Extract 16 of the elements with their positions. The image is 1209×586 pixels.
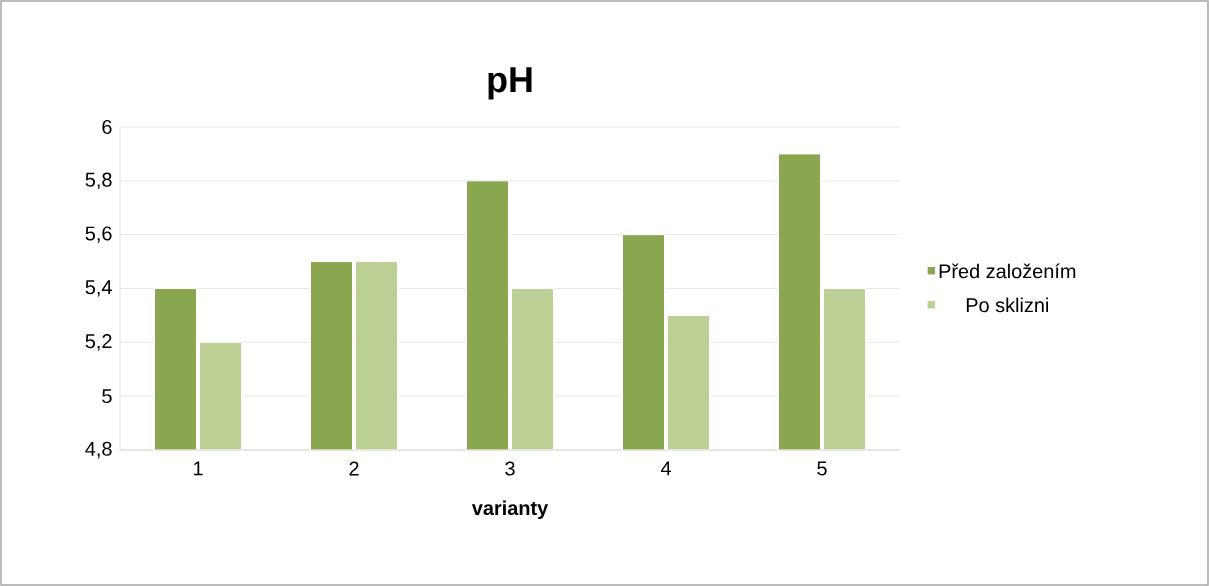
y-tick-label: 4,8 bbox=[85, 441, 112, 459]
x-axis-title: varianty bbox=[471, 500, 549, 520]
x-tick-label: 1 bbox=[193, 461, 203, 476]
x-tick-label: 3 bbox=[505, 461, 515, 476]
y-tick-label: 5 bbox=[102, 389, 112, 404]
x-tick-label: 5 bbox=[817, 461, 827, 476]
y-tick-label: 5,4 bbox=[85, 280, 112, 297]
y-tick-label: 6 bbox=[102, 119, 112, 135]
x-tick-label: 2 bbox=[349, 461, 359, 476]
y-tick-label: 5,2 bbox=[85, 334, 112, 351]
legend-label: Před založením bbox=[939, 263, 1076, 279]
x-tick-label: 4 bbox=[660, 461, 671, 476]
y-tick-label: 5,8 bbox=[85, 172, 112, 190]
legend-label: Po sklizni bbox=[966, 297, 1049, 313]
chart-title: pH bbox=[488, 67, 532, 100]
y-tick-label: 5,6 bbox=[85, 226, 112, 243]
